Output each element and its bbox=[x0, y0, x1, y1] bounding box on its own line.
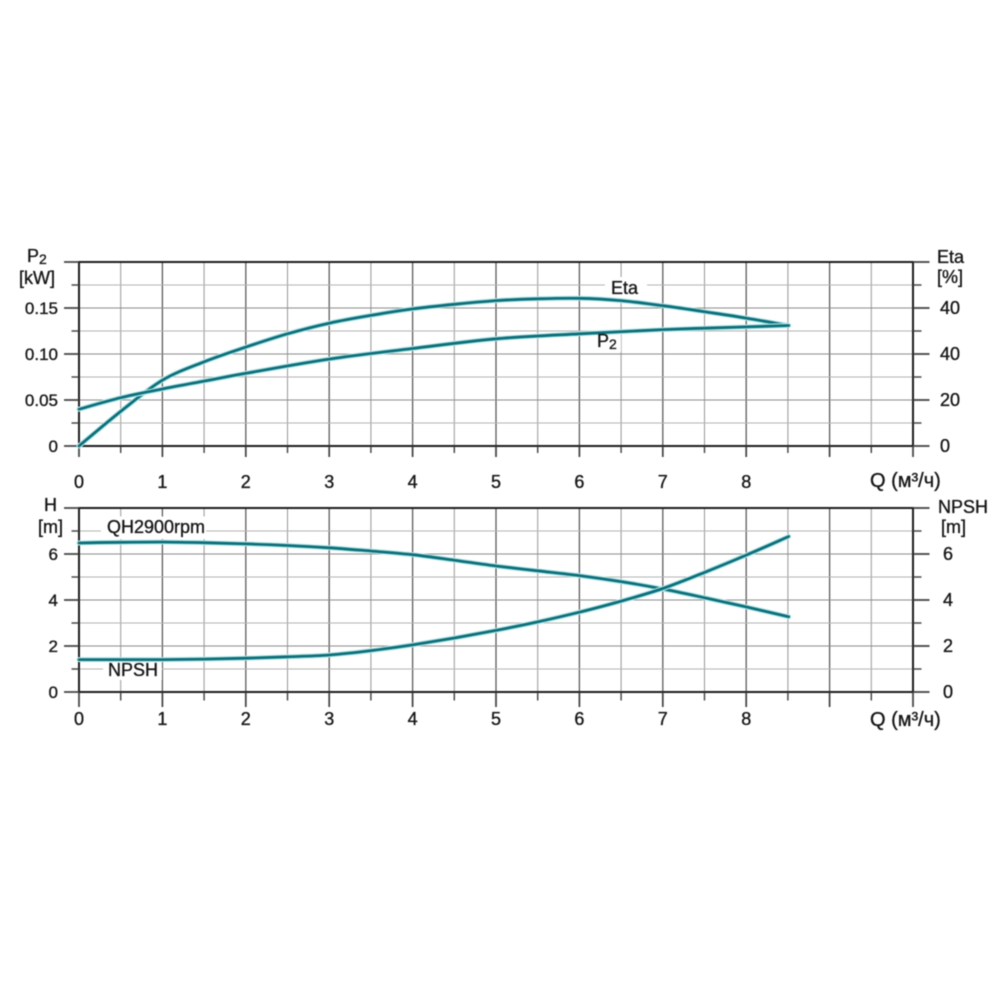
svg-text:6: 6 bbox=[574, 709, 584, 729]
svg-text:0.05: 0.05 bbox=[25, 391, 58, 410]
svg-text:0: 0 bbox=[74, 709, 84, 729]
svg-text:0: 0 bbox=[940, 436, 950, 456]
svg-text:QH2900rpm: QH2900rpm bbox=[107, 517, 205, 537]
svg-text:7: 7 bbox=[658, 709, 668, 729]
svg-text:[m]: [m] bbox=[941, 517, 966, 537]
svg-text:20: 20 bbox=[940, 390, 960, 410]
svg-text:Q (м³/ч): Q (м³/ч) bbox=[870, 709, 941, 731]
svg-text:40: 40 bbox=[940, 298, 960, 318]
svg-text:P2: P2 bbox=[27, 246, 47, 267]
svg-text:3: 3 bbox=[324, 709, 334, 729]
svg-text:[m]: [m] bbox=[38, 517, 63, 537]
svg-text:Eta: Eta bbox=[937, 247, 965, 267]
svg-text:40: 40 bbox=[940, 344, 960, 364]
svg-text:7: 7 bbox=[658, 472, 668, 492]
svg-text:6: 6 bbox=[943, 544, 953, 564]
svg-text:3: 3 bbox=[324, 472, 334, 492]
svg-text:0: 0 bbox=[49, 683, 58, 702]
svg-text:0: 0 bbox=[49, 437, 58, 456]
svg-text:0.10: 0.10 bbox=[25, 345, 58, 364]
svg-text:6: 6 bbox=[49, 545, 58, 564]
svg-text:Q (м³/ч): Q (м³/ч) bbox=[870, 470, 941, 492]
svg-text:2: 2 bbox=[241, 472, 251, 492]
svg-text:0: 0 bbox=[943, 682, 953, 702]
svg-text:5: 5 bbox=[491, 709, 501, 729]
svg-text:H: H bbox=[44, 495, 57, 515]
svg-text:[%]: [%] bbox=[937, 267, 963, 287]
svg-text:0.15: 0.15 bbox=[25, 299, 58, 318]
svg-text:0: 0 bbox=[74, 472, 84, 492]
svg-text:4: 4 bbox=[408, 472, 418, 492]
svg-text:NPSH: NPSH bbox=[108, 660, 158, 680]
svg-text:4: 4 bbox=[943, 590, 953, 610]
svg-text:4: 4 bbox=[49, 591, 58, 610]
svg-text:2: 2 bbox=[241, 709, 251, 729]
svg-text:Eta: Eta bbox=[611, 278, 639, 298]
svg-text:P2: P2 bbox=[597, 331, 617, 352]
svg-text:8: 8 bbox=[741, 472, 751, 492]
svg-text:5: 5 bbox=[491, 472, 501, 492]
svg-text:2: 2 bbox=[943, 636, 953, 656]
svg-text:6: 6 bbox=[574, 472, 584, 492]
svg-text:4: 4 bbox=[408, 709, 418, 729]
svg-text:2: 2 bbox=[49, 637, 58, 656]
svg-text:1: 1 bbox=[157, 472, 167, 492]
svg-text:[kW]: [kW] bbox=[19, 268, 55, 288]
svg-text:NPSH: NPSH bbox=[938, 497, 988, 517]
svg-text:1: 1 bbox=[157, 709, 167, 729]
svg-text:8: 8 bbox=[741, 709, 751, 729]
